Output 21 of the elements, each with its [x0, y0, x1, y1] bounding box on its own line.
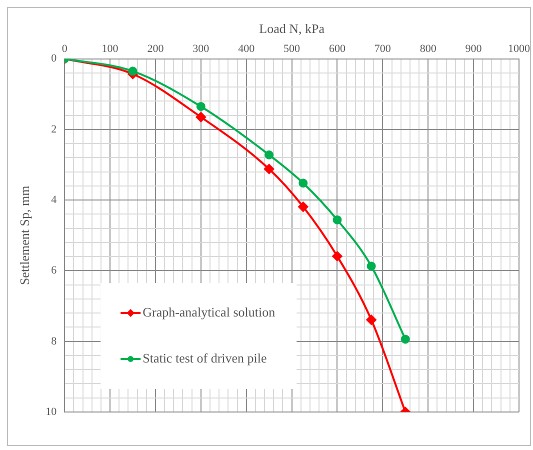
y-tick-label: 0: [51, 52, 58, 65]
x-axis-title: Load N, kPa: [259, 21, 325, 36]
x-tick-label: 600: [328, 43, 346, 56]
legend-label: Graph-analytical solution: [142, 304, 276, 320]
x-tick-label: 0: [62, 43, 68, 56]
y-tick-label: 2: [51, 123, 57, 136]
x-tick-label: 900: [465, 43, 482, 56]
x-tick-label: 200: [147, 43, 164, 56]
x-tick-label: 1000: [508, 43, 530, 56]
x-tick-label: 100: [102, 43, 119, 56]
y-tick-label: 10: [46, 406, 58, 418]
x-tick-label: 500: [284, 43, 301, 56]
x-tick-label: 300: [192, 43, 210, 56]
y-tick-label: 4: [51, 194, 58, 206]
x-tick-label: 800: [420, 43, 437, 56]
y-tick-label: 6: [51, 264, 58, 277]
y-tick-label: 8: [51, 335, 58, 348]
x-tick-label: 400: [238, 43, 256, 56]
legend-label: Static test of driven pile: [142, 350, 268, 366]
y-axis-title: Settlement Sp, mm: [17, 186, 32, 286]
x-tick-label: 700: [374, 43, 392, 56]
